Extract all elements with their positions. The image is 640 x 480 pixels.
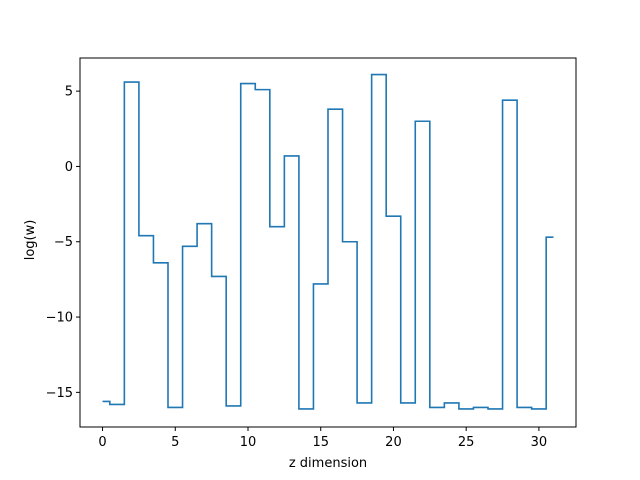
x-tick-label: 20 (385, 435, 402, 450)
y-axis-ticks: 5 0 −5 −10 −15 (46, 85, 80, 401)
x-tick-label: 25 (458, 435, 475, 450)
y-tick-label: 0 (65, 160, 73, 175)
x-axis-label: z dimension (289, 456, 367, 471)
y-tick-label: 5 (65, 85, 73, 100)
x-axis-ticks: 0 5 10 15 20 25 30 (98, 427, 547, 450)
y-tick-label: −10 (46, 311, 73, 326)
axes-frame (79, 57, 577, 428)
plot-area (102, 73, 554, 410)
x-tick-label: 15 (312, 435, 329, 450)
x-tick-label: 30 (531, 435, 548, 450)
y-axis-label: log(w) (23, 220, 38, 261)
y-tick-label: −15 (46, 386, 73, 401)
x-tick-label: 5 (171, 435, 179, 450)
y-tick-label: −5 (54, 235, 73, 250)
x-tick-label: 10 (240, 435, 257, 450)
x-tick-label: 0 (98, 435, 106, 450)
series-step-line (102, 73, 554, 410)
